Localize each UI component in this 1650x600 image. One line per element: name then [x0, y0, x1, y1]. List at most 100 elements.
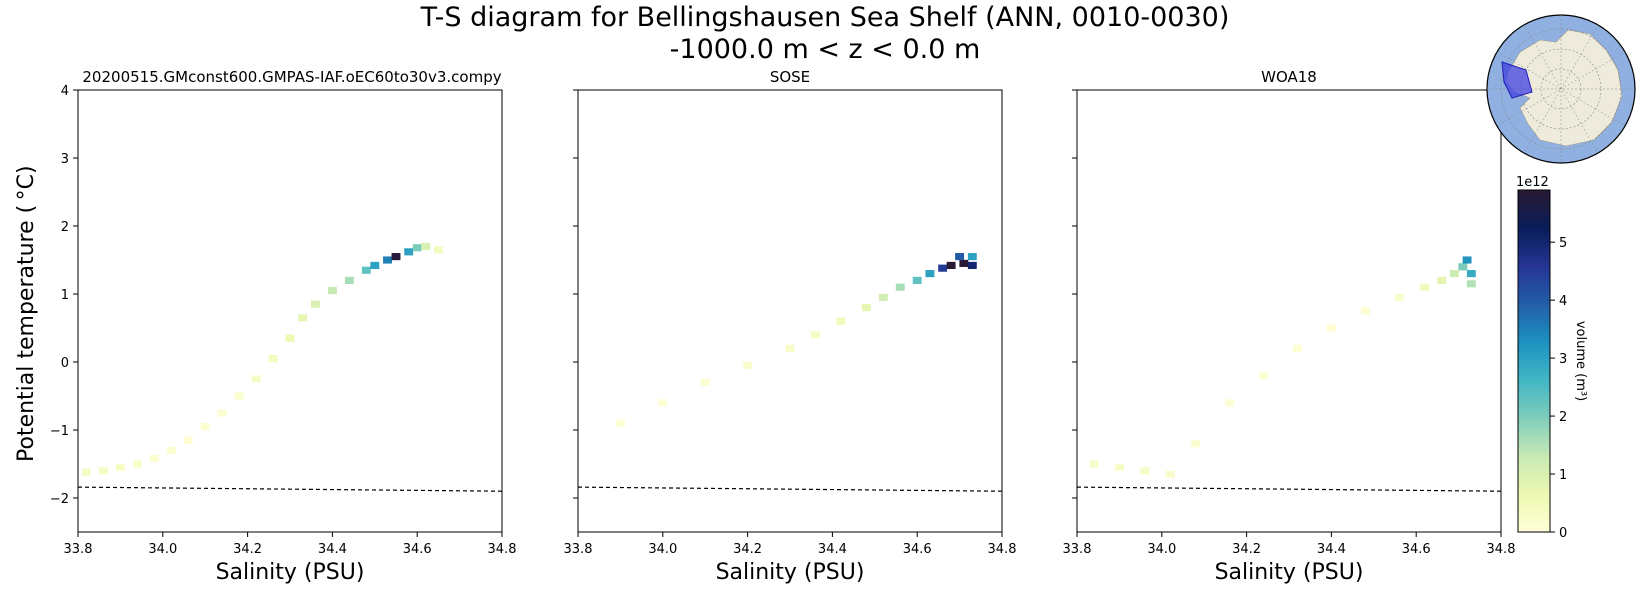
volume-cell — [166, 446, 176, 454]
x-tick-label: 34.0 — [1147, 542, 1176, 557]
density-contour-line — [1118, 63, 1227, 566]
y-axis-label: Potential temperature ( °C) — [14, 165, 39, 462]
map-graticule-meridian — [1496, 51, 1626, 127]
freezing-line — [1077, 486, 1501, 492]
x-tick-label: 34.0 — [648, 542, 677, 557]
y-tick-label: −1 — [50, 424, 69, 439]
antarctica-polar-map — [1486, 14, 1636, 164]
volume-cell — [895, 283, 905, 291]
panel-plot-area — [78, 63, 1336, 566]
volume-cell — [412, 244, 422, 252]
volume-cell — [1114, 463, 1124, 471]
volume-cell — [421, 242, 431, 250]
colorbar-tick-label: 0 — [1559, 526, 1567, 541]
volume-cell — [955, 253, 965, 261]
volume-cell — [925, 270, 935, 278]
volume-cell — [1259, 372, 1269, 380]
colorbar-label: volume (m³) — [1573, 321, 1588, 401]
volume-cell — [810, 331, 820, 339]
map-land — [1505, 29, 1623, 147]
volume-cell — [946, 261, 956, 270]
x-tick-label: 34.6 — [903, 542, 932, 557]
density-contour-line — [1009, 63, 1118, 566]
axes-frame — [1076, 89, 1502, 533]
x-tick-label: 33.8 — [64, 542, 93, 557]
volume-cell — [959, 259, 969, 267]
axes-frame — [77, 89, 503, 533]
volume-cell — [1089, 460, 1099, 468]
figure-title-line1: T-S diagram for Bellingshausen Sea Shelf… — [420, 2, 1230, 33]
density-contour-line — [736, 63, 845, 566]
y-tick-label: 3 — [61, 152, 69, 167]
x-tick-label: 34.4 — [318, 542, 347, 557]
volume-cell — [967, 253, 977, 261]
volume-cell — [1360, 307, 1370, 315]
density-contour-line — [1227, 63, 1336, 566]
colorbar-tick-label: 2 — [1559, 410, 1567, 425]
volume-cell — [1140, 467, 1150, 475]
colorbar-tick-label: 4 — [1559, 294, 1567, 309]
volume-cell — [391, 253, 401, 261]
freezing-line — [78, 486, 502, 492]
density-contour-line — [681, 63, 790, 566]
map-graticule-meridian — [1523, 24, 1599, 154]
y-tick-label: 0 — [61, 356, 69, 371]
volume-cell — [98, 467, 108, 475]
volume-cell — [1225, 399, 1235, 407]
volume-cell — [938, 264, 948, 272]
x-axis-label-2: Salinity (PSU) — [715, 560, 865, 585]
volume-cell — [1293, 344, 1302, 352]
x-tick-label: 34.4 — [1317, 542, 1346, 557]
volume-cell — [700, 378, 710, 386]
x-tick-label: 34.2 — [233, 542, 262, 557]
colorbar-tick-label: 5 — [1559, 236, 1567, 251]
density-contour-line — [1290, 63, 1399, 566]
volume-cell — [200, 423, 210, 431]
volume-cell — [361, 266, 371, 274]
volume-cell — [344, 276, 354, 284]
x-tick-label: 34.2 — [733, 542, 762, 557]
volume-cell — [1462, 256, 1472, 264]
volume-cell — [404, 248, 414, 256]
x-tick-label: 34.4 — [818, 542, 847, 557]
volume-cell — [234, 392, 244, 400]
colorbar-tick-label: 1 — [1559, 468, 1567, 483]
density-contour-line — [1064, 63, 1173, 566]
panel-title-woa18: WOA18 — [1261, 68, 1317, 86]
volume-cell — [1466, 280, 1476, 288]
volume-cell — [285, 334, 295, 342]
volume-cell — [298, 314, 308, 322]
x-tick-label: 33.8 — [1063, 542, 1092, 557]
x-tick-label: 34.2 — [1232, 542, 1261, 557]
volume-cell — [370, 261, 380, 270]
x-tick-label: 34.8 — [988, 542, 1017, 557]
volume-cell — [327, 287, 337, 295]
volume-cell — [251, 375, 261, 383]
colorbar-tick-label: 3 — [1559, 352, 1567, 367]
volume-cell — [268, 355, 278, 363]
volume-cell — [743, 361, 753, 369]
volume-cell — [1466, 270, 1476, 278]
colorbar — [1517, 189, 1551, 533]
y-tick-label: 2 — [61, 220, 69, 235]
volume-cell — [967, 261, 977, 270]
volume-cell — [615, 419, 625, 427]
x-axis-label-3: Salinity (PSU) — [1214, 560, 1364, 585]
volume-cell — [149, 454, 159, 463]
panel-title-model: 20200515.GMconst600.GMPAS-IAF.oEC60to30v… — [82, 68, 502, 86]
volume-cell — [82, 468, 91, 476]
freezing-line — [578, 486, 1002, 492]
density-contour-line — [1236, 63, 1345, 566]
x-axis-label-1: Salinity (PSU) — [215, 560, 365, 585]
volume-cell — [1420, 283, 1430, 291]
volume-cell — [1458, 263, 1468, 271]
density-contour-line — [1181, 63, 1290, 566]
x-tick-label: 33.8 — [564, 542, 593, 557]
x-tick-label: 34.0 — [148, 542, 177, 557]
colorbar-exponent: 1e12 — [1516, 175, 1549, 190]
volume-cell — [1449, 270, 1459, 278]
volume-cell — [1437, 276, 1447, 284]
volume-cell — [383, 256, 392, 264]
y-tick-label: 4 — [61, 84, 69, 99]
